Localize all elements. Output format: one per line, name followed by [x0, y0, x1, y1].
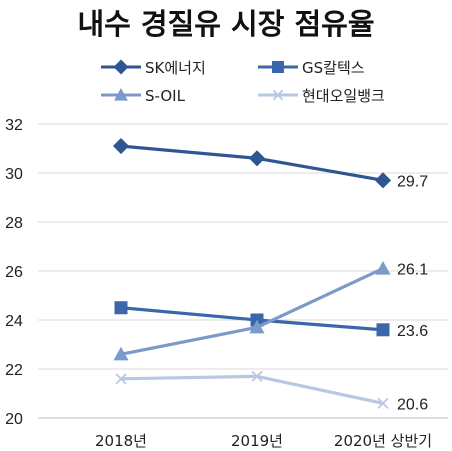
legend-item-3: 현대오일뱅크	[258, 87, 385, 105]
x-axis: 2018년 2019년 2020년 상반기	[95, 432, 432, 450]
data-label: 23.6	[397, 323, 428, 340]
legend-item-1: GS칼텍스	[258, 59, 365, 77]
y-tick-label: 32	[5, 117, 23, 134]
legend-marker	[114, 88, 128, 101]
legend-marker	[272, 61, 284, 73]
legend-label: GS칼텍스	[302, 59, 365, 77]
series-group	[112, 137, 392, 409]
legend-marker	[113, 59, 129, 75]
data-label: 26.1	[397, 262, 428, 279]
data-point	[114, 301, 128, 315]
y-tick-label: 20	[5, 411, 23, 428]
legend-item-0: SK에너지	[101, 59, 206, 77]
series-2	[113, 261, 391, 361]
x-tick-label: 2019년	[231, 432, 283, 450]
x-tick-label: 2018년	[95, 432, 147, 450]
data-point	[249, 319, 265, 334]
legend-item-2: S-OIL	[101, 87, 186, 105]
series-0	[112, 137, 392, 189]
data-labels: 29.7 23.6 26.1 20.6	[397, 173, 428, 413]
data-point	[113, 346, 129, 361]
series-3	[115, 370, 389, 409]
data-point	[376, 323, 390, 337]
legend-label: 현대오일뱅크	[302, 87, 385, 105]
data-label: 20.6	[397, 396, 428, 413]
legend: SK에너지 GS칼텍스 S-OIL 현대오일뱅크	[101, 59, 385, 105]
data-point	[248, 150, 266, 167]
data-point	[251, 370, 263, 382]
y-tick-label: 24	[5, 313, 23, 330]
data-point	[377, 397, 389, 409]
data-point	[374, 172, 392, 189]
y-axis: 20 22 24 26 28 30 32	[5, 117, 23, 428]
data-point	[375, 261, 391, 275]
legend-label: S-OIL	[145, 87, 186, 105]
gridlines	[38, 123, 448, 419]
y-tick-label: 28	[5, 215, 23, 232]
data-point	[115, 373, 127, 385]
series-line	[120, 144, 384, 182]
chart-title: 내수 경질유 시장 점유율	[77, 7, 374, 41]
y-tick-label: 30	[5, 166, 23, 183]
x-tick-label: 2020년 상반기	[334, 432, 432, 450]
y-tick-label: 26	[5, 264, 23, 281]
data-point	[112, 137, 130, 155]
legend-label: SK에너지	[145, 59, 206, 77]
y-tick-label: 22	[5, 362, 23, 379]
legend-marker	[272, 89, 284, 101]
data-label: 29.7	[397, 173, 428, 190]
